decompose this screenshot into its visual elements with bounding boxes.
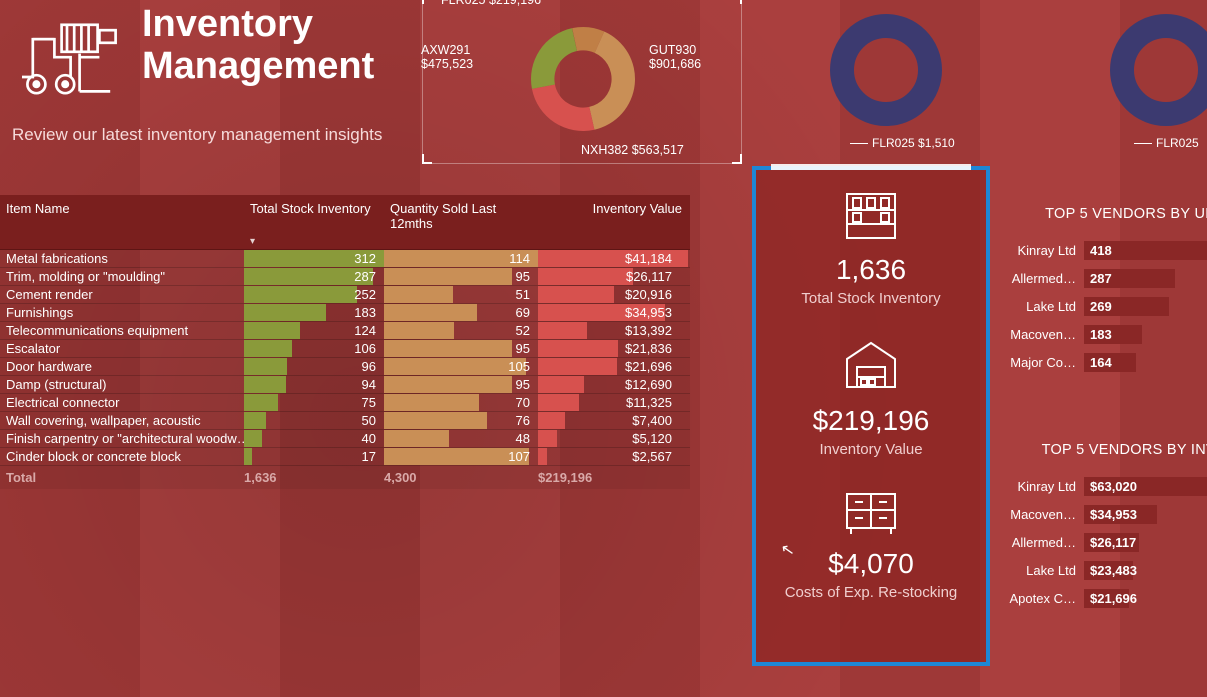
donut-small-1-label: FLR025 $1,510 (850, 136, 955, 150)
table-row[interactable]: Wall covering, wallpaper, acoustic5076$7… (0, 412, 690, 430)
table-row[interactable]: Electrical connector7570$11,325 (0, 394, 690, 412)
cell-name: Furnishings (0, 304, 244, 321)
table-row[interactable]: Trim, molding or "moulding"28795$26,117 (0, 268, 690, 286)
page-subtitle: Review our latest inventory management i… (12, 125, 382, 145)
total-qty: 4,300 (384, 470, 425, 485)
table-row[interactable]: Cinder block or concrete block17107$2,56… (0, 448, 690, 466)
table-row[interactable]: Telecommunications equipment12452$13,392 (0, 322, 690, 340)
vendor-name: Kinray Ltd (1006, 479, 1084, 494)
vendors-by-value[interactable]: TOP 5 VENDORS BY INV Kinray Ltd $63,020 Ma… (1006, 442, 1207, 612)
vendor-value: 287 (1090, 269, 1112, 288)
table-row[interactable]: Metal fabrications312114$41,184 (0, 250, 690, 268)
vendor-value: $23,483 (1090, 561, 1137, 580)
total-stock: 1,636 (244, 470, 285, 485)
cell-name: Cinder block or concrete block (0, 448, 244, 465)
cell-name: Door hardware (0, 358, 244, 375)
vendor-value: $63,020 (1090, 477, 1137, 496)
inventory-table[interactable]: Item Name Total Stock Inventory Quantity… (0, 195, 690, 489)
kpi-label: Inventory Value (756, 441, 986, 458)
cell-name: Wall covering, wallpaper, acoustic (0, 412, 244, 429)
vendor-row[interactable]: Macoven… $34,953 (1006, 500, 1207, 528)
vendor-name: Lake Ltd (1006, 563, 1084, 578)
kpi-value: $219,196 (756, 405, 986, 437)
vendors-value-title: TOP 5 VENDORS BY INV (1006, 442, 1207, 458)
cell-name: Telecommunications equipment (0, 322, 244, 339)
donut-chart-main[interactable]: FLR025 $219,196 AXW291$475,523 GUT930$901,… (422, 0, 742, 164)
cell-name: Trim, molding or "moulding" (0, 268, 244, 285)
vendor-row[interactable]: Kinray Ltd $63,020 (1006, 472, 1207, 500)
vendors-by-units[interactable]: TOP 5 VENDORS BY UN Kinray Ltd 418 Allerme… (1006, 206, 1207, 376)
donut-label-GUT930: GUT930$901,686 (649, 43, 701, 71)
vendor-name: Macoven… (1006, 507, 1084, 522)
vendor-row[interactable]: Allermed… 287 (1006, 264, 1207, 292)
vendor-row[interactable]: Apotex C… $21,696 (1006, 584, 1207, 612)
cell-name: Cement render (0, 286, 244, 303)
col-qty[interactable]: Quantity Sold Last 12mths (384, 195, 538, 249)
col-stock[interactable]: Total Stock Inventory (244, 195, 384, 249)
donut-chart-small-2[interactable] (1106, 10, 1207, 130)
cell-name: Electrical connector (0, 394, 244, 411)
kpi-card[interactable]: 1,636 Total Stock Inventory $219,196 Invent… (752, 166, 990, 666)
table-header[interactable]: Item Name Total Stock Inventory Quantity… (0, 195, 690, 250)
vendor-name: Apotex C… (1006, 591, 1084, 606)
kpi-shelving-icon: 1,636 Total Stock Inventory (756, 190, 986, 307)
cell-name: Finish carpentry or "architectural woodw… (0, 430, 244, 447)
vendor-name: Kinray Ltd (1006, 243, 1084, 258)
kpi-label: Total Stock Inventory (756, 290, 986, 307)
vendor-value: 269 (1090, 297, 1112, 316)
col-item-name[interactable]: Item Name (0, 195, 244, 249)
vendor-name: Allermed… (1006, 271, 1084, 286)
vendors-units-title: TOP 5 VENDORS BY UN (1006, 206, 1207, 222)
shelving-icon (756, 190, 986, 242)
table-row[interactable]: Finish carpentry or "architectural woodw… (0, 430, 690, 448)
kpi-label: Costs of Exp. Re-stocking (756, 584, 986, 601)
total-val: $219,196 (538, 470, 688, 485)
page-title: Inventory Management (142, 4, 412, 88)
donut-small-2-label: FLR025 (1134, 136, 1199, 150)
vendor-row[interactable]: Lake Ltd $23,483 (1006, 556, 1207, 584)
vendor-row[interactable]: Lake Ltd 269 (1006, 292, 1207, 320)
vendor-row[interactable]: Macoven… 183 (1006, 320, 1207, 348)
cell-name: Metal fabrications (0, 250, 244, 267)
donut-label-NXH382: NXH382 $563,517 (581, 143, 684, 157)
cell-name: Damp (structural) (0, 376, 244, 393)
vendor-row[interactable]: Major Co… 164 (1006, 348, 1207, 376)
vendor-name: Allermed… (1006, 535, 1084, 550)
donut-chart-small-1[interactable] (826, 10, 946, 130)
table-row[interactable]: Escalator10695$21,836 (0, 340, 690, 358)
kpi-warehouse-icon: $219,196 Inventory Value (756, 337, 986, 458)
table-row[interactable]: Damp (structural)9495$12,690 (0, 376, 690, 394)
vendor-row[interactable]: Allermed… $26,117 (1006, 528, 1207, 556)
table-row[interactable]: Door hardware96105$21,696 (0, 358, 690, 376)
vendor-value: 418 (1090, 241, 1112, 260)
table-row[interactable]: Furnishings18369$34,953 (0, 304, 690, 322)
vendor-name: Major Co… (1006, 355, 1084, 370)
vendor-name: Macoven… (1006, 327, 1084, 342)
table-total-row: Total 1,636 4,300 $219,196 (0, 466, 690, 489)
cell-name: Escalator (0, 340, 244, 357)
warehouse-icon (756, 337, 986, 393)
col-value[interactable]: Inventory Value (538, 195, 688, 249)
vendor-value: $34,953 (1090, 505, 1137, 524)
cabinet-icon (756, 488, 986, 536)
total-label: Total (0, 470, 244, 485)
vendor-name: Lake Ltd (1006, 299, 1084, 314)
forklift-icon (12, 14, 122, 104)
donut-label-FLR025: FLR025 $219,196 (441, 0, 541, 7)
donut-label-AXW291: AXW291$475,523 (421, 43, 473, 71)
table-row[interactable]: Cement render25251$20,916 (0, 286, 690, 304)
vendor-value: $26,117 (1090, 533, 1136, 552)
vendor-value: $21,696 (1090, 589, 1137, 608)
vendor-value: 164 (1090, 353, 1112, 372)
vendor-row[interactable]: Kinray Ltd 418 (1006, 236, 1207, 264)
vendor-value: 183 (1090, 325, 1112, 344)
kpi-value: 1,636 (756, 254, 986, 286)
